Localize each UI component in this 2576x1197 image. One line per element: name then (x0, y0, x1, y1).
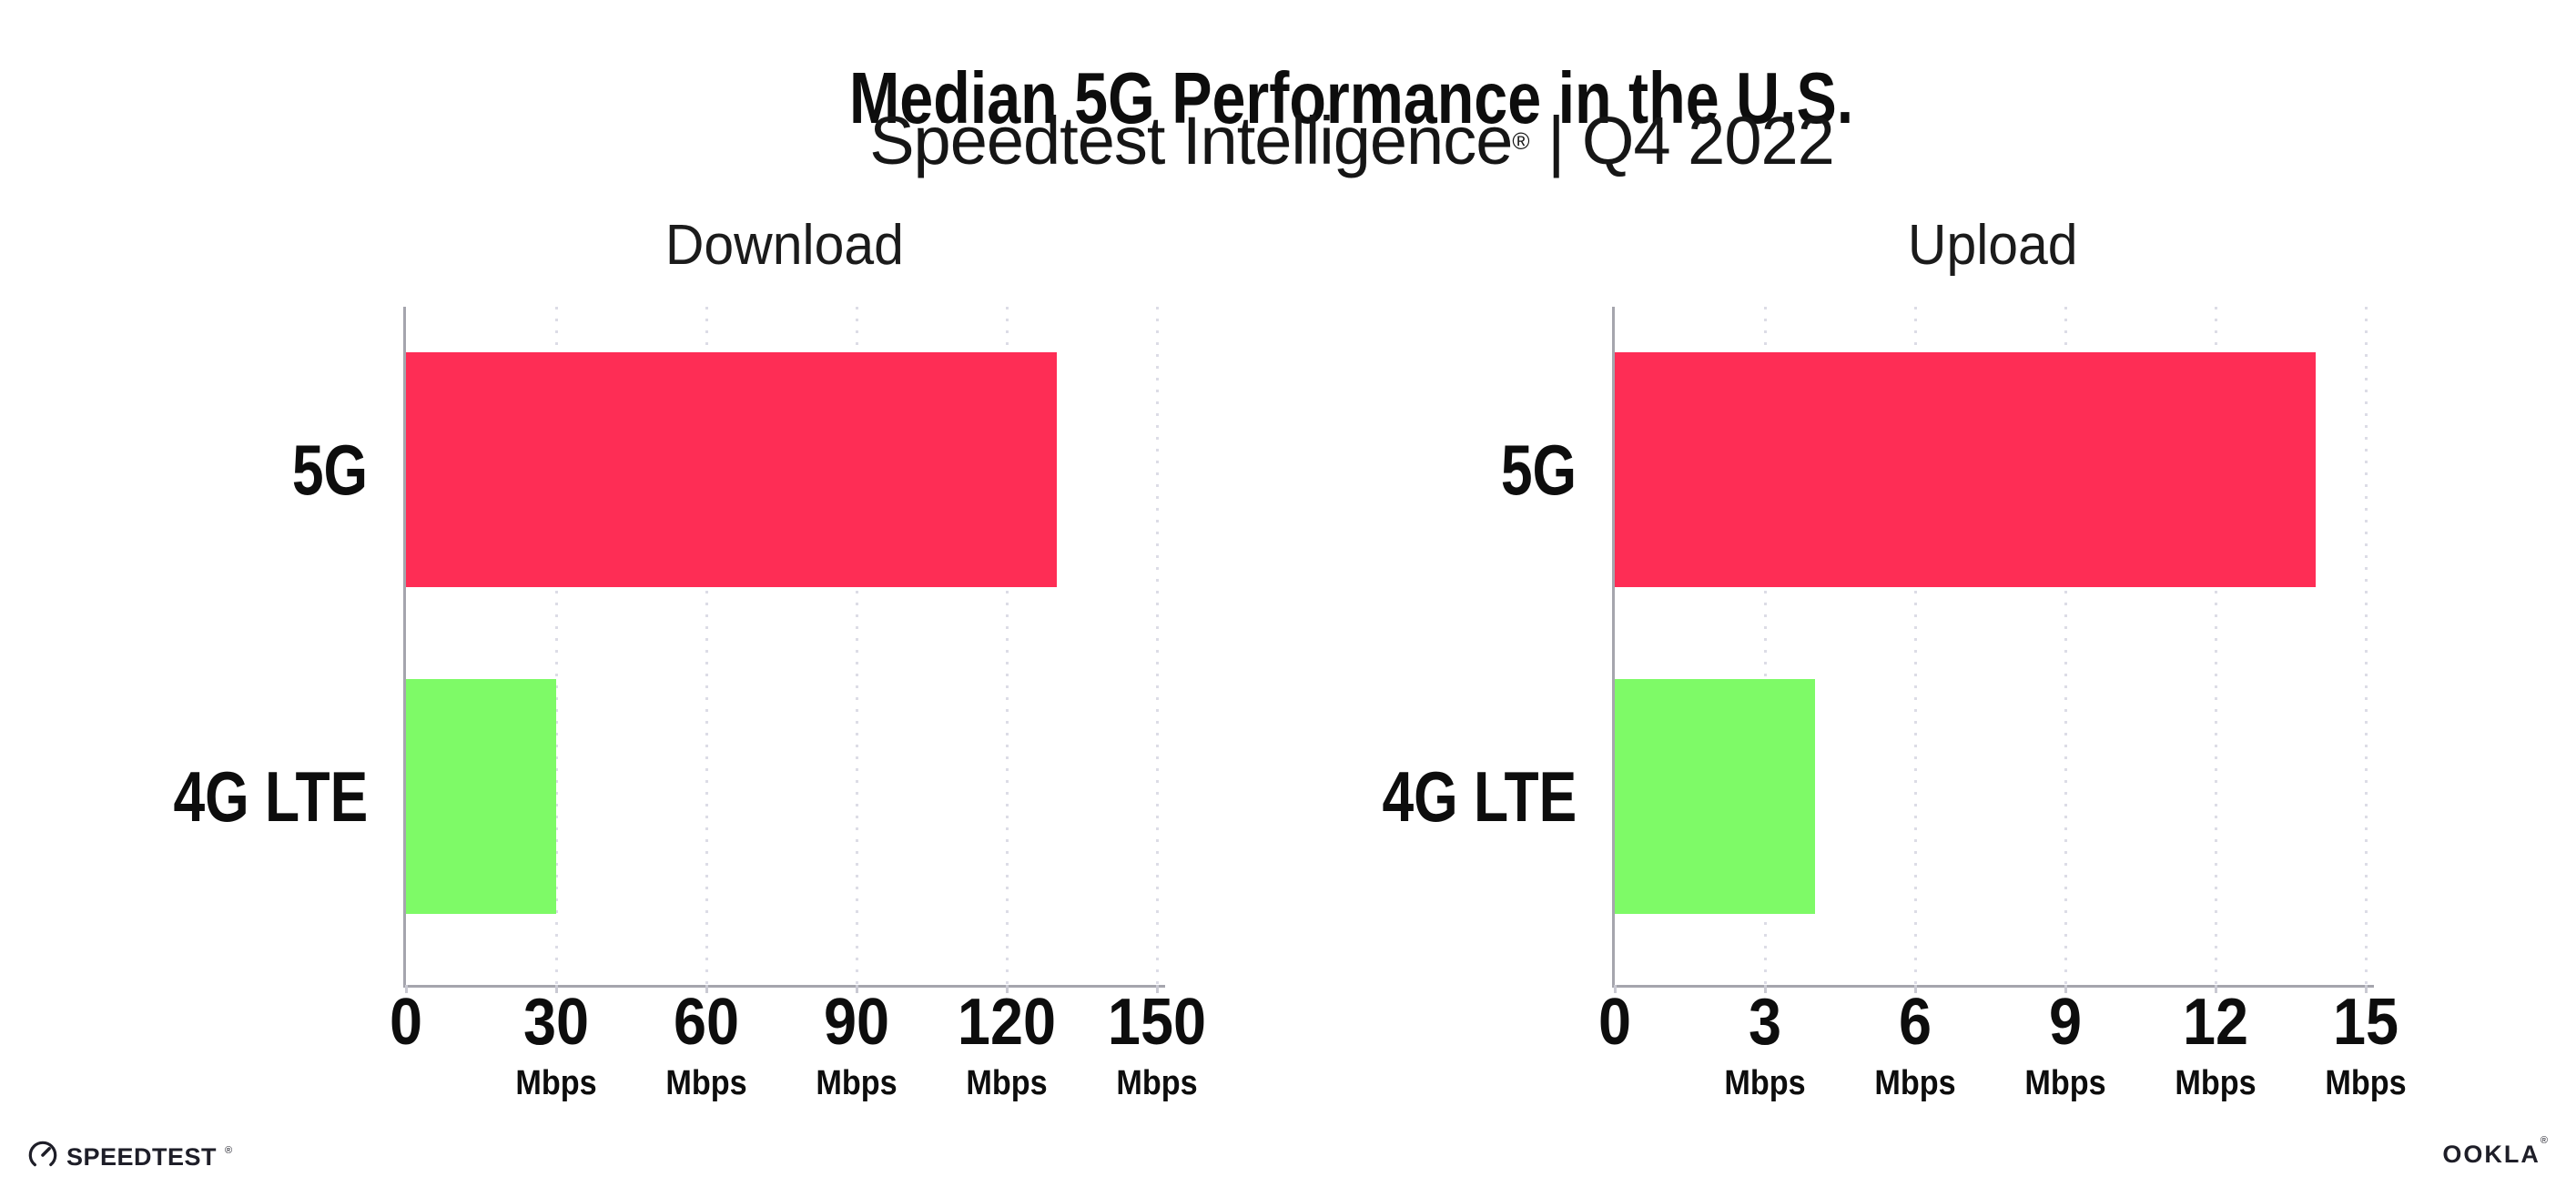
gridline-15 (2364, 307, 2368, 985)
x-tick-mark (1913, 985, 1917, 993)
x-tick-number: 0 (389, 986, 423, 1059)
speedtest-trademark-mark: ® (225, 1144, 233, 1156)
ookla-registered-mark: ® (2540, 1135, 2548, 1146)
chart-title: Upload (1908, 214, 2078, 277)
x-tick-mark (1155, 985, 1159, 993)
page-title: Median 5G Performance in the U.S. (0, 56, 2576, 138)
bar-5g (406, 352, 1057, 587)
x-tick-unit: Mbps (2325, 1064, 2407, 1102)
y-axis-label-5g: 5G (1500, 430, 1577, 510)
gridline-30 (554, 307, 558, 985)
x-tick-unit: Mbps (816, 1064, 898, 1102)
x-tick-unit: Mbps (966, 1064, 1048, 1102)
x-tick-number: 15 (2332, 986, 2399, 1059)
x-tick-label-0: 0 (388, 989, 424, 1055)
x-tick-number: 150 (1107, 986, 1207, 1059)
ookla-wordmark: OOKLA (2442, 1141, 2541, 1168)
page-title-text: Median 5G Performance in the U.S. (849, 56, 1854, 138)
x-tick-label-3: 3 Mbps (1719, 989, 1810, 1101)
speedtest-gauge-icon (27, 1140, 58, 1175)
x-tick-number: 6 (1898, 986, 1932, 1059)
x-tick-label-90: 90 Mbps (811, 989, 901, 1101)
x-tick-number: 9 (2048, 986, 2083, 1059)
subtitle: Speedtest Intelligence® | Q4 2022 (0, 107, 2576, 175)
x-tick-unit: Mbps (2024, 1064, 2106, 1102)
speedtest-logo: SPEEDTEST ® (27, 1140, 232, 1175)
x-tick-label-0: 0 (1597, 989, 1633, 1055)
upload-chart: Upload 0 3 Mbps 6 Mbps 9 Mbps 12 Mbps 15 Mbps 5G 4G … (1382, 218, 2407, 1101)
x-tick-label-150: 150 Mbps (1102, 989, 1212, 1101)
bar-5g (1615, 352, 2316, 587)
x-tick-mark (404, 985, 408, 993)
x-tick-label-12: 12 Mbps (2170, 989, 2260, 1101)
x-tick-number: 0 (1597, 986, 1632, 1059)
x-tick-mark (2214, 985, 2217, 993)
x-tick-label-6: 6 Mbps (1870, 989, 1960, 1101)
x-tick-number: 90 (823, 986, 890, 1059)
x-tick-number: 120 (957, 986, 1057, 1059)
speedtest-wordmark: SPEEDTEST (66, 1143, 218, 1171)
x-tick-mark (1005, 985, 1009, 993)
subtitle-period: | Q4 2022 (1529, 103, 1835, 178)
gridline-9 (2064, 307, 2067, 985)
plot-area: 0 30 Mbps 60 Mbps 90 Mbps 120 Mbps 150 Mbps 5G 4G LT… (173, 307, 1206, 1101)
x-tick-label-60: 60 Mbps (661, 989, 751, 1101)
gridline-90 (855, 307, 858, 985)
x-tick-unit: Mbps (1874, 1064, 1956, 1102)
x-tick-unit: Mbps (2175, 1064, 2257, 1102)
x-tick-mark (554, 985, 558, 993)
x-tick-unit: Mbps (665, 1064, 747, 1102)
download-chart: Download 0 30 Mbps 60 Mbps 90 Mbps 120 Mbps 150 Mb… (173, 218, 1206, 1101)
x-tick-unit: Mbps (1724, 1064, 1806, 1102)
bar-4g-lte (406, 679, 556, 914)
x-tick-number: 30 (522, 986, 590, 1059)
y-axis-label-4g-lte: 4G LTE (1382, 756, 1577, 837)
bar-4g-lte (1615, 679, 1815, 914)
x-tick-label-15: 15 Mbps (2320, 989, 2410, 1101)
gridline-6 (1913, 307, 1917, 985)
x-tick-mark (855, 985, 858, 993)
x-tick-unit: Mbps (1116, 1064, 1198, 1102)
x-tick-mark (2364, 985, 2368, 993)
x-tick-unit: Mbps (515, 1064, 597, 1102)
ookla-logo: OOKLA ® (2442, 1135, 2548, 1168)
x-tick-mark (2064, 985, 2067, 993)
x-tick-number: 60 (673, 986, 740, 1059)
plot-area: 0 3 Mbps 6 Mbps 9 Mbps 12 Mbps 15 Mbps 5G 4G LTE (1382, 307, 2407, 1101)
x-tick-mark (705, 985, 708, 993)
chart-title: Download (664, 214, 904, 277)
x-tick-number: 3 (1748, 986, 1782, 1059)
x-tick-mark (1613, 985, 1617, 993)
gridline-12 (2214, 307, 2217, 985)
gridline-3 (1763, 307, 1767, 985)
x-tick-label-120: 120 Mbps (952, 989, 1061, 1101)
gridline-150 (1155, 307, 1159, 985)
registered-mark: ® (1512, 127, 1530, 155)
x-tick-label-9: 9 Mbps (2020, 989, 2110, 1101)
gridline-60 (705, 307, 708, 985)
subtitle-brand: Speedtest Intelligence (869, 103, 1513, 178)
gridline-120 (1005, 307, 1009, 985)
x-tick-mark (1763, 985, 1767, 993)
y-axis-label-5g: 5G (291, 430, 368, 510)
x-tick-label-30: 30 Mbps (511, 989, 601, 1101)
y-axis-label-4g-lte: 4G LTE (173, 756, 368, 837)
x-tick-number: 12 (2182, 986, 2249, 1059)
